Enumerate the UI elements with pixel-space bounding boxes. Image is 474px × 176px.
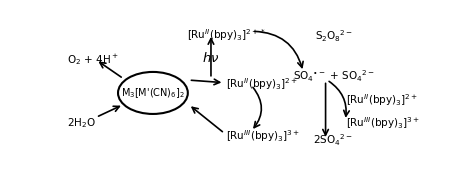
Text: 2SO$_4$$^{2-}$: 2SO$_4$$^{2-}$ [313,132,353,148]
Text: O$_2$ + 4H$^+$: O$_2$ + 4H$^+$ [67,52,119,67]
Text: [Ru$^{II}$(bpy)$_3$]$^{2+}$: [Ru$^{II}$(bpy)$_3$]$^{2+}$ [346,93,418,108]
Text: M$_3$[M'(CN)$_6$]$_2$: M$_3$[M'(CN)$_6$]$_2$ [121,86,185,100]
Text: [Ru$^{II}$(bpy)$_3$]$^{2+}$: [Ru$^{II}$(bpy)$_3$]$^{2+}$ [227,76,299,92]
Text: $h\nu$: $h\nu$ [202,51,220,65]
Text: 2H$_2$O: 2H$_2$O [67,117,96,130]
Text: [Ru$^{III}$(bpy)$_3$]$^{3+}$: [Ru$^{III}$(bpy)$_3$]$^{3+}$ [227,128,301,144]
Text: [Ru$^{II}$(bpy)$_3$]$^{2+*}$: [Ru$^{II}$(bpy)$_3$]$^{2+*}$ [187,27,266,43]
Text: [Ru$^{III}$(bpy)$_3$]$^{3+}$: [Ru$^{III}$(bpy)$_3$]$^{3+}$ [346,115,420,131]
Text: S$_2$O$_8$$^{2-}$: S$_2$O$_8$$^{2-}$ [315,29,353,44]
Text: SO$_4$$^{\bullet -}$ + SO$_4$$^{2-}$: SO$_4$$^{\bullet -}$ + SO$_4$$^{2-}$ [292,68,374,84]
